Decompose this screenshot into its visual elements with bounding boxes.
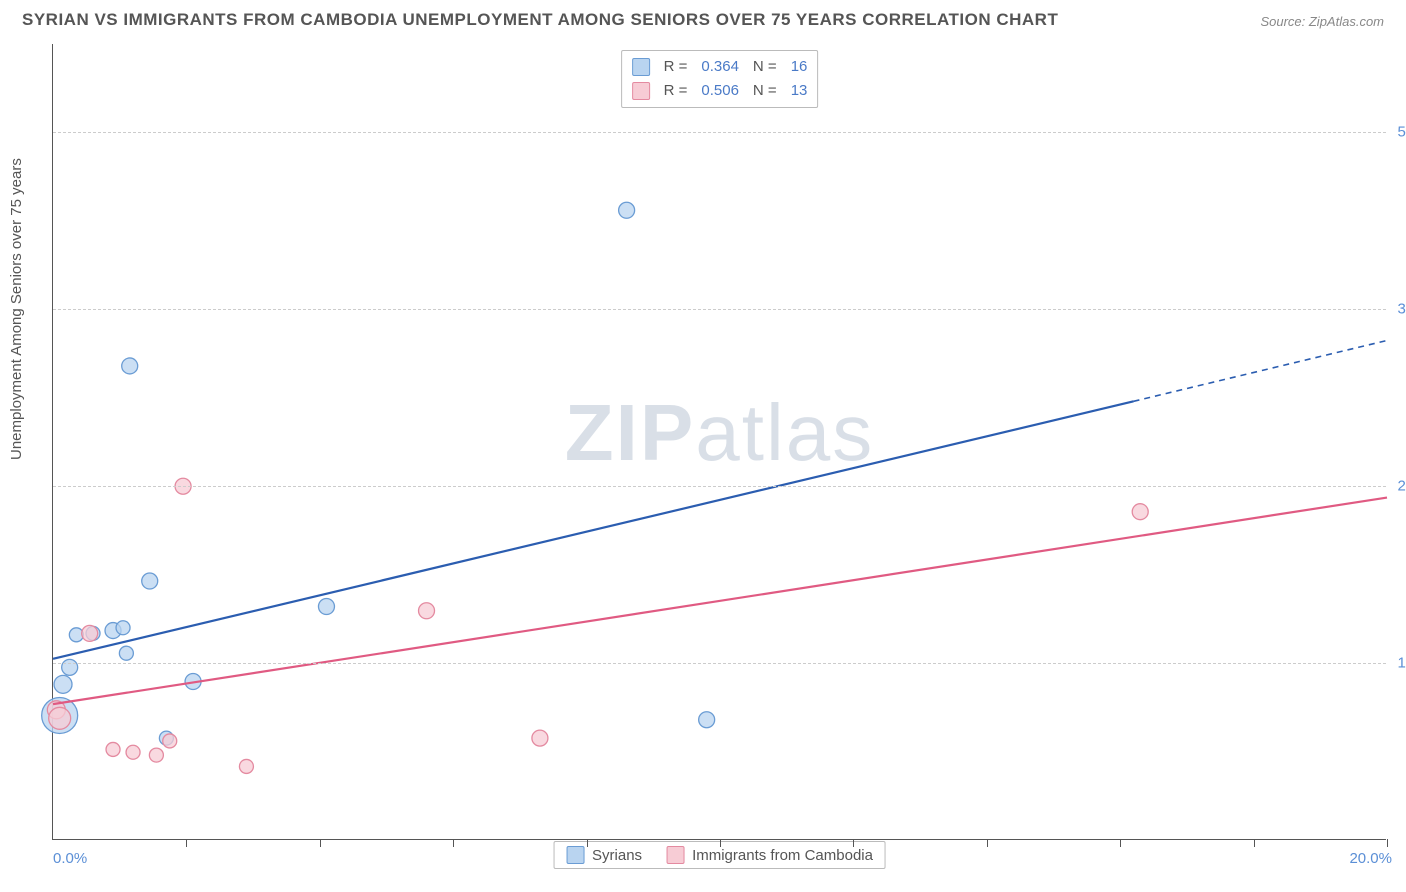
data-point	[54, 675, 72, 693]
data-point	[119, 646, 133, 660]
data-point	[149, 748, 163, 762]
source-attribution: Source: ZipAtlas.com	[1260, 14, 1384, 29]
x-tick	[720, 839, 721, 847]
trend-line-extrapolated	[1134, 340, 1387, 401]
legend-correlation-row: R = 0.506 N = 13	[632, 79, 808, 103]
x-origin-label: 0.0%	[53, 850, 87, 867]
x-tick	[1387, 839, 1388, 847]
legend-n-value: 16	[791, 55, 808, 79]
x-tick	[987, 839, 988, 847]
y-tick-label: 37.5%	[1397, 301, 1406, 318]
legend-r-value: 0.364	[701, 55, 739, 79]
x-tick	[453, 839, 454, 847]
legend-correlation-row: R = 0.364 N = 16	[632, 55, 808, 79]
data-point	[619, 202, 635, 218]
x-tick	[320, 839, 321, 847]
legend-n-value: 13	[791, 79, 808, 103]
x-tick	[853, 839, 854, 847]
data-point	[122, 358, 138, 374]
trend-line	[53, 498, 1387, 705]
gridline-h	[53, 132, 1386, 133]
y-tick-label: 25.0%	[1397, 478, 1406, 495]
data-point	[126, 745, 140, 759]
legend-series-label: Syrians	[592, 847, 642, 864]
chart-title: SYRIAN VS IMMIGRANTS FROM CAMBODIA UNEMP…	[22, 10, 1058, 30]
data-point	[142, 573, 158, 589]
gridline-h	[53, 309, 1386, 310]
y-tick-label: 50.0%	[1397, 124, 1406, 141]
legend-series-label: Immigrants from Cambodia	[692, 847, 873, 864]
data-point	[239, 759, 253, 773]
legend-r-value: 0.506	[701, 79, 739, 103]
data-point	[699, 712, 715, 728]
x-max-label: 20.0%	[1349, 850, 1392, 867]
x-tick	[1254, 839, 1255, 847]
gridline-h	[53, 663, 1386, 664]
plot-area: ZIPatlas R =0.364N =16R =0.506N =13 Syri…	[52, 44, 1386, 840]
data-point	[318, 599, 334, 615]
legend-n-label: N =	[753, 55, 777, 79]
data-point	[62, 659, 78, 675]
data-point	[49, 707, 71, 729]
x-tick	[186, 839, 187, 847]
data-point	[163, 734, 177, 748]
chart-svg	[53, 44, 1386, 839]
legend-r-label: R =	[664, 79, 688, 103]
legend-correlation: R = 0.364 N = 16 R = 0.506 N = 13	[621, 50, 819, 108]
legend-series-item: Syrians	[566, 846, 642, 864]
legend-series-item: Immigrants from Cambodia	[666, 846, 873, 864]
data-point	[419, 603, 435, 619]
legend-r-label: R =	[664, 55, 688, 79]
legend-swatch	[632, 58, 650, 76]
data-point	[1132, 504, 1148, 520]
gridline-h	[53, 486, 1386, 487]
y-axis-label: Unemployment Among Seniors over 75 years	[8, 158, 25, 460]
legend-n-label: N =	[753, 79, 777, 103]
data-point	[106, 742, 120, 756]
y-tick-label: 12.5%	[1397, 655, 1406, 672]
data-point	[116, 621, 130, 635]
x-tick	[587, 839, 588, 847]
legend-swatch	[566, 846, 584, 864]
x-tick	[1120, 839, 1121, 847]
data-point	[532, 730, 548, 746]
data-point	[82, 625, 98, 641]
legend-swatch	[666, 846, 684, 864]
legend-swatch	[632, 82, 650, 100]
